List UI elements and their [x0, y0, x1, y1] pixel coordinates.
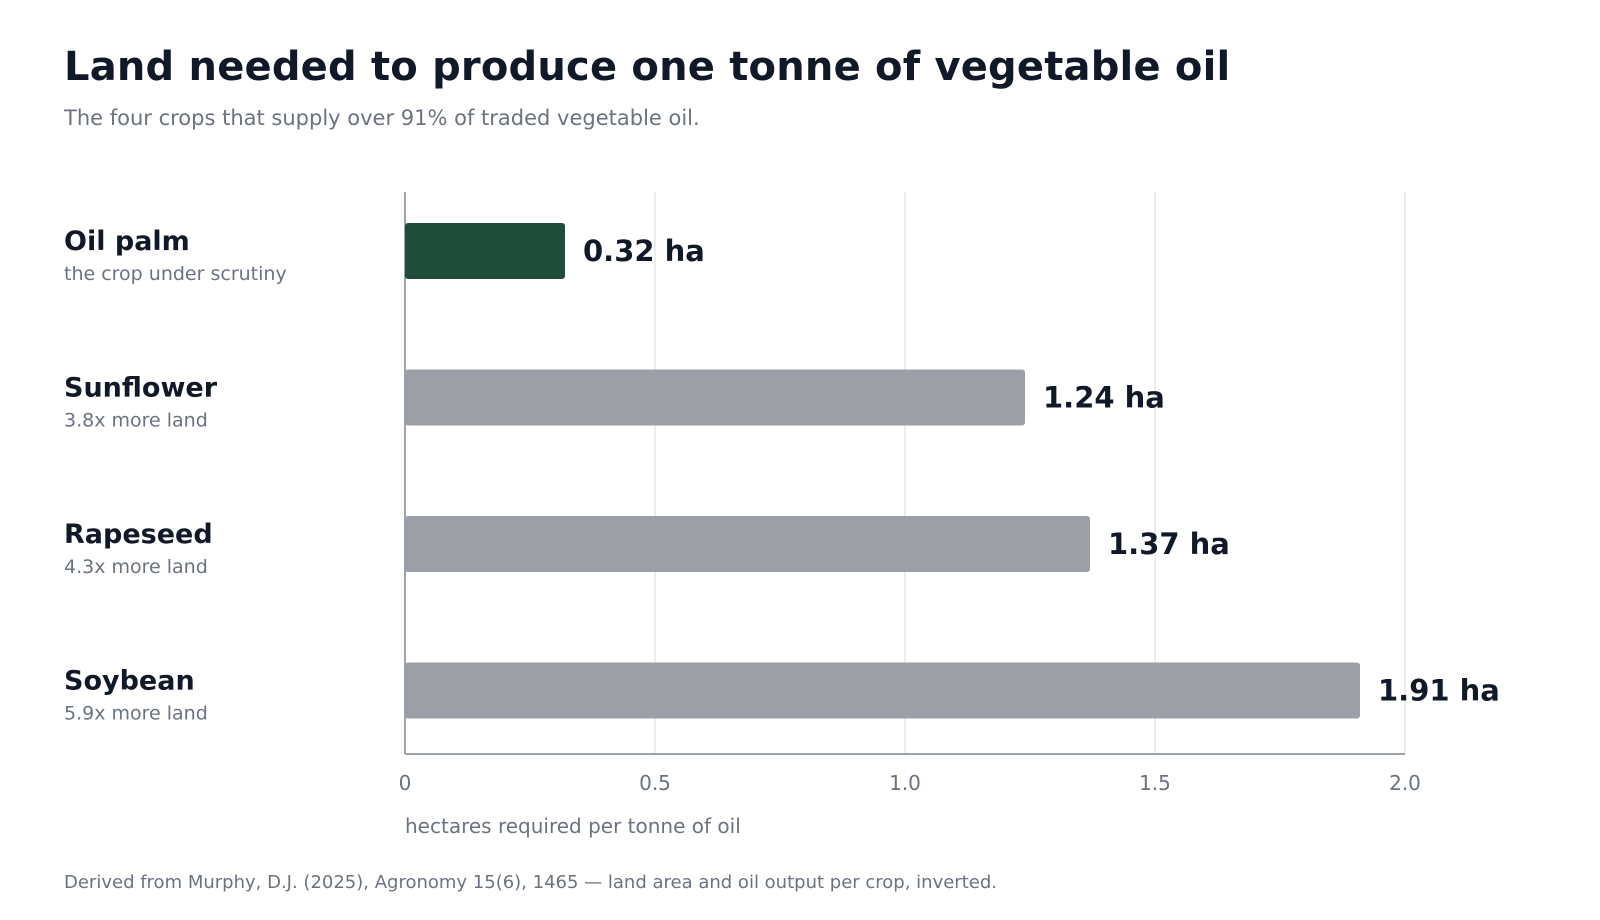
data-label: 1.24 ha — [1043, 381, 1165, 415]
bar — [405, 662, 1360, 719]
chart-subtitle: The four crops that supply over 91% of t… — [64, 106, 700, 130]
chart-title: Land needed to produce one tonne of vege… — [64, 44, 1231, 90]
category-label: Rapeseed — [64, 519, 213, 550]
source-footnote: Derived from Murphy, D.J. (2025), Agrono… — [64, 872, 997, 893]
x-tick-label: 0.5 — [639, 771, 671, 795]
bar-highlighted — [405, 223, 565, 279]
category-label: Sunflower — [64, 373, 218, 404]
data-label: 1.91 ha — [1378, 674, 1500, 708]
x-tick-label: 0 — [399, 771, 412, 795]
x-tick-label: 2.0 — [1389, 771, 1421, 795]
category-label: Soybean — [64, 666, 195, 697]
data-label: 1.37 ha — [1108, 527, 1230, 561]
category-note: the crop under scrutiny — [64, 263, 287, 285]
x-tick-label: 1.5 — [1139, 771, 1171, 795]
data-label: 0.32 ha — [583, 234, 705, 268]
x-axis-title: hectares required per tonne of oil — [405, 814, 741, 838]
category-note: 5.9x more land — [64, 703, 208, 725]
category-label: Oil palm — [64, 226, 190, 257]
category-note: 3.8x more land — [64, 410, 208, 432]
category-note: 4.3x more land — [64, 556, 208, 578]
bar — [405, 369, 1025, 426]
x-tick-label: 1.0 — [889, 771, 921, 795]
bar — [405, 516, 1090, 572]
